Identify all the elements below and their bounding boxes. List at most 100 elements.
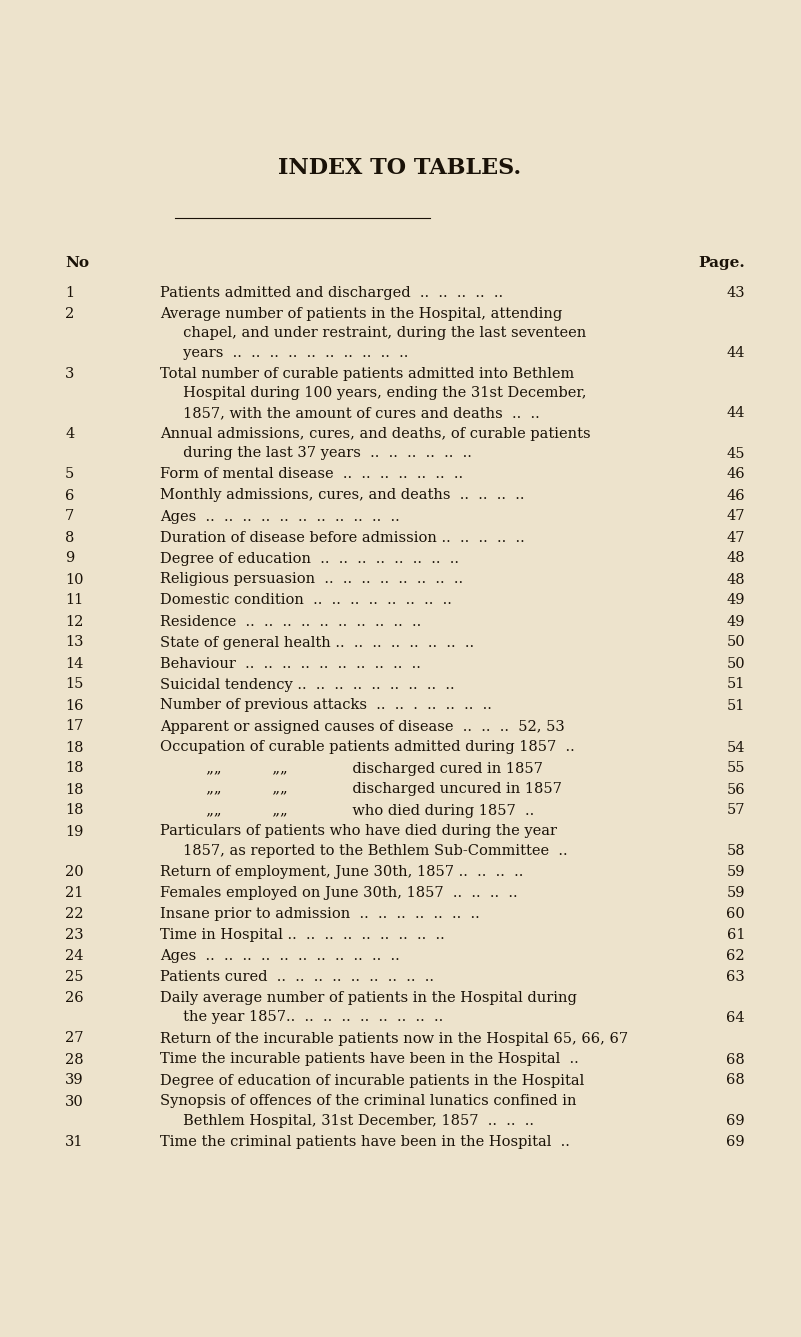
Text: 55: 55 — [727, 762, 745, 775]
Text: Particulars of patients who have died during the year: Particulars of patients who have died du… — [160, 825, 557, 838]
Text: Degree of education  ..  ..  ..  ..  ..  ..  ..  ..: Degree of education .. .. .. .. .. .. ..… — [160, 551, 459, 566]
Text: 18: 18 — [65, 741, 83, 754]
Text: Degree of education of incurable patients in the Hospital: Degree of education of incurable patient… — [160, 1074, 584, 1087]
Text: 16: 16 — [65, 698, 83, 713]
Text: Time the incurable patients have been in the Hospital  ..: Time the incurable patients have been in… — [160, 1052, 579, 1067]
Text: the year 1857..  ..  ..  ..  ..  ..  ..  ..  ..: the year 1857.. .. .. .. .. .. .. .. .. — [160, 1011, 443, 1024]
Text: 58: 58 — [727, 844, 745, 858]
Text: Annual admissions, cures, and deaths, of curable patients: Annual admissions, cures, and deaths, of… — [160, 427, 590, 441]
Text: 18: 18 — [65, 762, 83, 775]
Text: 56: 56 — [727, 782, 745, 797]
Text: 62: 62 — [727, 949, 745, 963]
Text: 48: 48 — [727, 572, 745, 587]
Text: 39: 39 — [65, 1074, 83, 1087]
Text: Bethlem Hospital, 31st December, 1857  ..  ..  ..: Bethlem Hospital, 31st December, 1857 ..… — [160, 1114, 534, 1128]
Text: 25: 25 — [65, 971, 83, 984]
Text: 10: 10 — [65, 572, 83, 587]
Text: Number of previous attacks  ..  ..  .  ..  ..  ..  ..: Number of previous attacks .. .. . .. ..… — [160, 698, 492, 713]
Text: 63: 63 — [727, 971, 745, 984]
Text: „„           „„              discharged uncured in 1857: „„ „„ discharged uncured in 1857 — [160, 782, 562, 797]
Text: Time in Hospital ..  ..  ..  ..  ..  ..  ..  ..  ..: Time in Hospital .. .. .. .. .. .. .. ..… — [160, 928, 445, 943]
Text: 46: 46 — [727, 488, 745, 503]
Text: 15: 15 — [65, 678, 83, 691]
Text: chapel, and under restraint, during the last seventeen: chapel, and under restraint, during the … — [160, 326, 586, 341]
Text: 64: 64 — [727, 1011, 745, 1024]
Text: 51: 51 — [727, 698, 745, 713]
Text: Patients admitted and discharged  ..  ..  ..  ..  ..: Patients admitted and discharged .. .. .… — [160, 286, 503, 299]
Text: Hospital during 100 years, ending the 31st December,: Hospital during 100 years, ending the 31… — [160, 386, 586, 401]
Text: 6: 6 — [65, 488, 74, 503]
Text: 19: 19 — [65, 825, 83, 838]
Text: 22: 22 — [65, 906, 83, 921]
Text: 68: 68 — [727, 1074, 745, 1087]
Text: 11: 11 — [65, 594, 83, 607]
Text: 45: 45 — [727, 447, 745, 460]
Text: 60: 60 — [727, 906, 745, 921]
Text: Residence  ..  ..  ..  ..  ..  ..  ..  ..  ..  ..: Residence .. .. .. .. .. .. .. .. .. .. — [160, 615, 421, 628]
Text: 17: 17 — [65, 719, 83, 734]
Text: 50: 50 — [727, 656, 745, 670]
Text: „„           „„              who died during 1857  ..: „„ „„ who died during 1857 .. — [160, 804, 534, 817]
Text: 61: 61 — [727, 928, 745, 943]
Text: Religious persuasion  ..  ..  ..  ..  ..  ..  ..  ..: Religious persuasion .. .. .. .. .. .. .… — [160, 572, 463, 587]
Text: 20: 20 — [65, 865, 83, 878]
Text: 1857, with the amount of cures and deaths  ..  ..: 1857, with the amount of cures and death… — [160, 406, 540, 420]
Text: 47: 47 — [727, 509, 745, 524]
Text: 1: 1 — [65, 286, 74, 299]
Text: INDEX TO TABLES.: INDEX TO TABLES. — [279, 156, 521, 179]
Text: Patients cured  ..  ..  ..  ..  ..  ..  ..  ..  ..: Patients cured .. .. .. .. .. .. .. .. .… — [160, 971, 434, 984]
Text: 50: 50 — [727, 635, 745, 650]
Text: 69: 69 — [727, 1114, 745, 1128]
Text: 49: 49 — [727, 615, 745, 628]
Text: Behaviour  ..  ..  ..  ..  ..  ..  ..  ..  ..  ..: Behaviour .. .. .. .. .. .. .. .. .. .. — [160, 656, 421, 670]
Text: 59: 59 — [727, 865, 745, 878]
Text: 44: 44 — [727, 406, 745, 420]
Text: 31: 31 — [65, 1135, 83, 1148]
Text: 23: 23 — [65, 928, 83, 943]
Text: Form of mental disease  ..  ..  ..  ..  ..  ..  ..: Form of mental disease .. .. .. .. .. ..… — [160, 468, 463, 481]
Text: Suicidal tendency ..  ..  ..  ..  ..  ..  ..  ..  ..: Suicidal tendency .. .. .. .. .. .. .. .… — [160, 678, 455, 691]
Text: 9: 9 — [65, 551, 74, 566]
Text: 5: 5 — [65, 468, 74, 481]
Text: years  ..  ..  ..  ..  ..  ..  ..  ..  ..  ..: years .. .. .. .. .. .. .. .. .. .. — [160, 346, 409, 360]
Text: 12: 12 — [65, 615, 83, 628]
Text: 14: 14 — [65, 656, 83, 670]
Text: Monthly admissions, cures, and deaths  ..  ..  ..  ..: Monthly admissions, cures, and deaths ..… — [160, 488, 525, 503]
Text: 69: 69 — [727, 1135, 745, 1148]
Text: 59: 59 — [727, 886, 745, 900]
Text: Daily average number of patients in the Hospital during: Daily average number of patients in the … — [160, 991, 577, 1005]
Text: 8: 8 — [65, 531, 74, 544]
Text: 49: 49 — [727, 594, 745, 607]
Text: Return of employment, June 30th, 1857 ..  ..  ..  ..: Return of employment, June 30th, 1857 ..… — [160, 865, 523, 878]
Text: Insane prior to admission  ..  ..  ..  ..  ..  ..  ..: Insane prior to admission .. .. .. .. ..… — [160, 906, 480, 921]
Text: 13: 13 — [65, 635, 83, 650]
Text: Total number of curable patients admitted into Bethlem: Total number of curable patients admitte… — [160, 366, 574, 381]
Text: „„           „„              discharged cured in 1857: „„ „„ discharged cured in 1857 — [160, 762, 543, 775]
Text: Page.: Page. — [698, 255, 745, 270]
Text: Time the criminal patients have been in the Hospital  ..: Time the criminal patients have been in … — [160, 1135, 570, 1148]
Text: Females employed on June 30th, 1857  ..  ..  ..  ..: Females employed on June 30th, 1857 .. .… — [160, 886, 517, 900]
Text: 21: 21 — [65, 886, 83, 900]
Text: 48: 48 — [727, 551, 745, 566]
Text: Return of the incurable patients now in the Hospital 65, 66, 67: Return of the incurable patients now in … — [160, 1032, 628, 1046]
Text: Domestic condition  ..  ..  ..  ..  ..  ..  ..  ..: Domestic condition .. .. .. .. .. .. .. … — [160, 594, 452, 607]
Text: Ages  ..  ..  ..  ..  ..  ..  ..  ..  ..  ..  ..: Ages .. .. .. .. .. .. .. .. .. .. .. — [160, 509, 400, 524]
Text: Synopsis of offences of the criminal lunatics confined in: Synopsis of offences of the criminal lun… — [160, 1095, 577, 1108]
Text: 3: 3 — [65, 366, 74, 381]
Text: Apparent or assigned causes of disease  ..  ..  ..  52, 53: Apparent or assigned causes of disease .… — [160, 719, 565, 734]
Text: 26: 26 — [65, 991, 83, 1005]
Text: 4: 4 — [65, 427, 74, 441]
Text: 51: 51 — [727, 678, 745, 691]
Text: 28: 28 — [65, 1052, 83, 1067]
Text: Occupation of curable patients admitted during 1857  ..: Occupation of curable patients admitted … — [160, 741, 575, 754]
Text: 57: 57 — [727, 804, 745, 817]
Text: Duration of disease before admission ..  ..  ..  ..  ..: Duration of disease before admission .. … — [160, 531, 525, 544]
Text: 54: 54 — [727, 741, 745, 754]
Text: 47: 47 — [727, 531, 745, 544]
Text: 7: 7 — [65, 509, 74, 524]
Text: Ages  ..  ..  ..  ..  ..  ..  ..  ..  ..  ..  ..: Ages .. .. .. .. .. .. .. .. .. .. .. — [160, 949, 400, 963]
Text: during the last 37 years  ..  ..  ..  ..  ..  ..: during the last 37 years .. .. .. .. .. … — [160, 447, 472, 460]
Text: 68: 68 — [727, 1052, 745, 1067]
Text: 43: 43 — [727, 286, 745, 299]
Text: 27: 27 — [65, 1032, 83, 1046]
